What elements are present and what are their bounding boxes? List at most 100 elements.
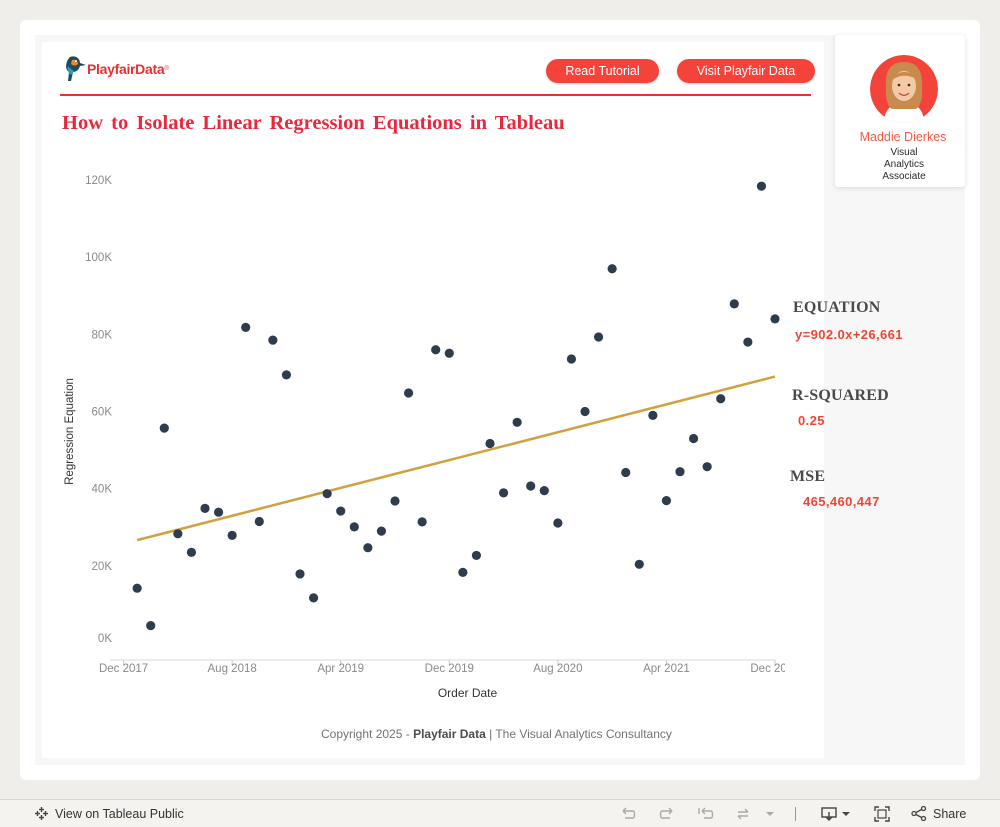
data-point[interactable] xyxy=(173,529,183,539)
data-point[interactable] xyxy=(159,423,169,433)
scatter-chart: 0K 20K 40K 60K 80K 100K 120K Dec 2017 Aug 2018 Ap… xyxy=(64,175,785,700)
share-button[interactable]: Share xyxy=(911,806,966,821)
data-point[interactable] xyxy=(648,410,658,420)
rsquared-value: 0.25 xyxy=(798,413,825,428)
x-axis-title: Order Date xyxy=(438,686,498,700)
y-tick-label: 20K xyxy=(92,561,113,573)
data-point[interactable] xyxy=(132,583,142,593)
data-point[interactable] xyxy=(621,467,631,478)
copyright-prefix: Copyright 2025 - xyxy=(321,727,410,741)
playfair-logo[interactable]: PlayfairData ® xyxy=(60,54,169,84)
data-point[interactable] xyxy=(363,543,373,553)
data-point[interactable] xyxy=(756,181,767,191)
toolbar-separator xyxy=(795,807,796,821)
y-tick-label: 60K xyxy=(92,407,113,419)
author-name: Maddie Dierkes xyxy=(859,130,947,144)
data-point[interactable] xyxy=(539,485,549,496)
y-tick-label: 80K xyxy=(92,329,113,341)
trend-line xyxy=(136,375,776,542)
share-label: Share xyxy=(933,806,967,821)
data-point[interactable] xyxy=(200,503,210,513)
author-card[interactable]: Maddie Dierkes Visual Analytics Associat… xyxy=(835,35,965,187)
data-point[interactable] xyxy=(444,348,454,358)
data-point[interactable] xyxy=(458,567,468,577)
y-tick-label: 120K xyxy=(85,175,112,187)
logo-text: PlayfairData xyxy=(87,61,165,77)
data-point[interactable] xyxy=(146,621,156,631)
data-point[interactable] xyxy=(431,345,441,355)
data-point[interactable] xyxy=(254,516,264,527)
data-point[interactable] xyxy=(634,559,644,569)
data-point[interactable] xyxy=(512,417,522,427)
data-point[interactable] xyxy=(390,496,400,506)
data-point[interactable] xyxy=(688,433,699,444)
x-tick-label: Apr 2019 xyxy=(317,663,364,675)
data-point[interactable] xyxy=(526,481,536,491)
data-point[interactable] xyxy=(336,506,346,516)
data-point[interactable] xyxy=(322,489,332,499)
data-point[interactable] xyxy=(580,406,590,417)
y-tick-label: 40K xyxy=(92,484,113,496)
logo-registered-mark: ® xyxy=(164,66,169,72)
revert-icon[interactable] xyxy=(697,806,715,822)
header-divider xyxy=(60,94,811,96)
x-tick-label: Aug 2020 xyxy=(533,663,582,675)
download-icon[interactable] xyxy=(820,806,852,822)
x-tick-label: Dec 2021 xyxy=(750,663,785,675)
copyright-brand[interactable]: Playfair Data xyxy=(413,727,486,741)
data-point[interactable] xyxy=(186,547,197,557)
x-tick-label: Apr 2021 xyxy=(643,663,690,675)
data-point[interactable] xyxy=(485,438,495,449)
mse-value: 465,460,447 xyxy=(803,494,880,509)
data-point[interactable] xyxy=(553,518,563,528)
data-point[interactable] xyxy=(376,526,387,536)
mse-label: MSE xyxy=(790,468,826,485)
redo-icon[interactable] xyxy=(658,806,676,822)
refresh-icon[interactable] xyxy=(735,806,775,822)
data-point[interactable] xyxy=(770,314,780,324)
equation-value: y=902.0x+26,661 xyxy=(795,327,903,342)
data-point[interactable] xyxy=(213,507,224,517)
data-point[interactable] xyxy=(268,335,278,345)
author-avatar xyxy=(870,55,938,123)
data-point[interactable] xyxy=(498,488,509,498)
y-axis-title: Regression Equation xyxy=(64,378,76,485)
data-point[interactable] xyxy=(281,370,292,380)
data-point[interactable] xyxy=(607,264,617,274)
x-tick-label: Aug 2018 xyxy=(208,663,257,675)
x-tick-label: Dec 2017 xyxy=(99,663,148,675)
equation-label: EQUATION xyxy=(793,299,881,316)
data-point[interactable] xyxy=(295,569,305,579)
data-point[interactable] xyxy=(716,394,726,404)
data-point[interactable] xyxy=(471,550,482,561)
data-point[interactable] xyxy=(417,517,427,527)
tableau-toolbar: View on Tableau Public Share xyxy=(0,799,1000,827)
data-point[interactable] xyxy=(403,388,414,398)
tableau-logo-icon xyxy=(35,807,48,820)
data-point[interactable] xyxy=(702,462,712,472)
rsquared-label: R-SQUARED xyxy=(792,387,889,404)
data-point[interactable] xyxy=(241,322,251,332)
fullscreen-icon[interactable] xyxy=(873,806,891,822)
data-point[interactable] xyxy=(349,522,359,532)
view-on-tableau-label: View on Tableau Public xyxy=(55,806,184,821)
data-point[interactable] xyxy=(675,467,685,477)
read-tutorial-button[interactable]: Read Tutorial xyxy=(546,59,659,83)
viz-panel xyxy=(42,42,824,758)
undo-icon[interactable] xyxy=(619,806,637,822)
view-on-tableau-public-link[interactable]: View on Tableau Public xyxy=(34,806,184,821)
kingfisher-logo-icon xyxy=(66,56,86,81)
data-point[interactable] xyxy=(661,496,672,506)
data-point[interactable] xyxy=(308,593,319,603)
data-point[interactable] xyxy=(743,337,753,347)
copyright-suffix: | The Visual Analytics Consultancy xyxy=(489,727,672,741)
data-point[interactable] xyxy=(729,299,739,309)
copyright: Copyright 2025 - Playfair Data | The Vis… xyxy=(321,727,672,741)
data-point[interactable] xyxy=(227,530,237,540)
data-point[interactable] xyxy=(566,354,577,364)
data-point[interactable] xyxy=(593,332,604,342)
visit-playfair-button[interactable]: Visit Playfair Data xyxy=(677,59,815,83)
y-tick-label: 0K xyxy=(98,633,112,645)
x-tick-label: Dec 2019 xyxy=(425,663,474,675)
y-tick-label: 100K xyxy=(85,252,112,264)
